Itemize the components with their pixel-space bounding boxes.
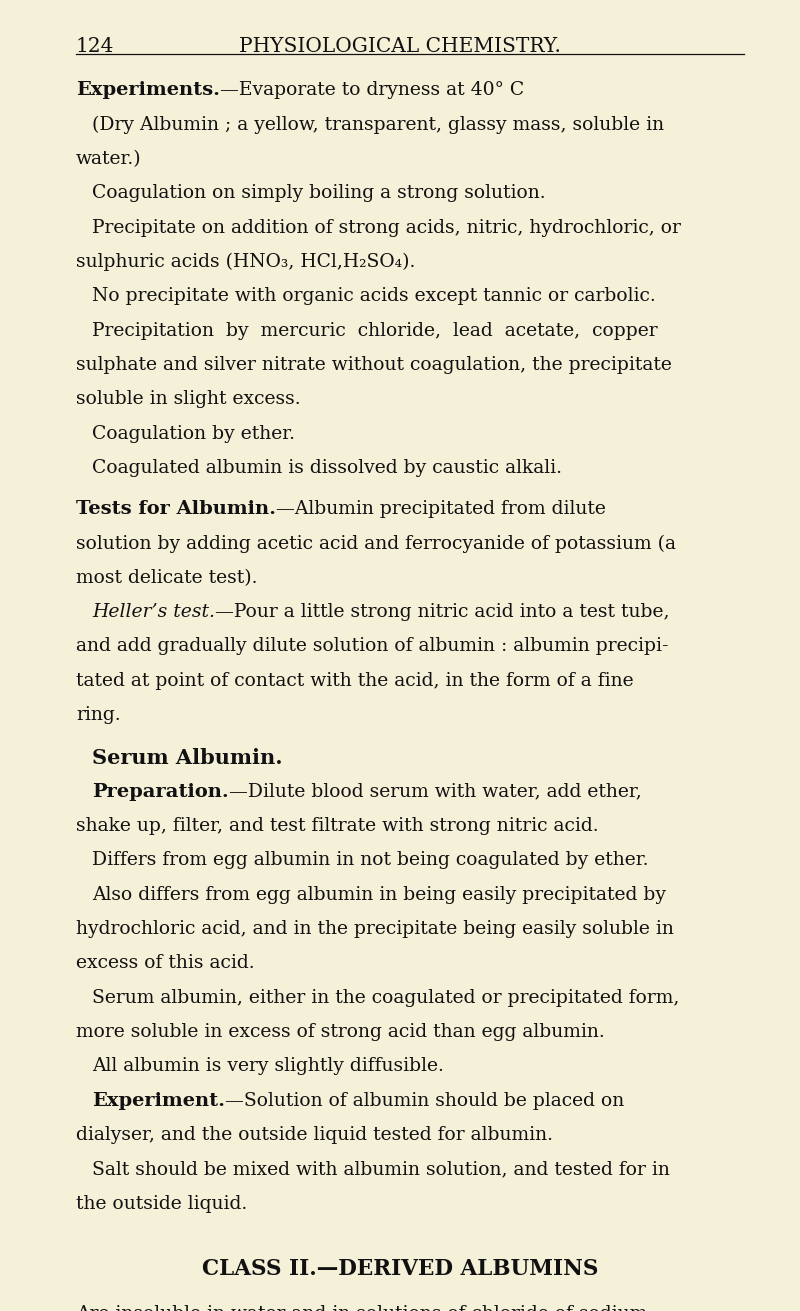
Text: Preparation.: Preparation. bbox=[92, 783, 229, 801]
Text: sulphuric acids (HNO₃, HCl,H₂SO₄).: sulphuric acids (HNO₃, HCl,H₂SO₄). bbox=[76, 253, 415, 271]
Text: CLASS II.—DERIVED ALBUMINS: CLASS II.—DERIVED ALBUMINS bbox=[202, 1259, 598, 1280]
Text: —Pour a little strong nitric acid into a test tube,: —Pour a little strong nitric acid into a… bbox=[215, 603, 670, 621]
Text: more soluble in excess of strong acid than egg albumin.: more soluble in excess of strong acid th… bbox=[76, 1023, 605, 1041]
Text: Experiment.: Experiment. bbox=[92, 1092, 225, 1110]
Text: shake up, filter, and test filtrate with strong nitric acid.: shake up, filter, and test filtrate with… bbox=[76, 817, 598, 835]
Text: Experiments.: Experiments. bbox=[76, 81, 220, 100]
Text: excess of this acid.: excess of this acid. bbox=[76, 954, 254, 973]
Text: most delicate test).: most delicate test). bbox=[76, 569, 258, 587]
Text: Differs from egg albumin in not being coagulated by ether.: Differs from egg albumin in not being co… bbox=[92, 851, 649, 869]
Text: No precipitate with organic acids except tannic or carbolic.: No precipitate with organic acids except… bbox=[92, 287, 656, 305]
Text: hydrochloric acid, and in the precipitate being easily soluble in: hydrochloric acid, and in the precipitat… bbox=[76, 920, 674, 939]
Text: (Dry Albumin ; a yellow, transparent, glassy mass, soluble in: (Dry Albumin ; a yellow, transparent, gl… bbox=[92, 115, 664, 134]
Text: Are insoluble in water and in solutions of chloride of sodium: Are insoluble in water and in solutions … bbox=[76, 1306, 647, 1311]
Text: Coagulated albumin is dissolved by caustic alkali.: Coagulated albumin is dissolved by caust… bbox=[92, 459, 562, 477]
Text: ring.: ring. bbox=[76, 707, 121, 724]
Text: PHYSIOLOGICAL CHEMISTRY.: PHYSIOLOGICAL CHEMISTRY. bbox=[239, 37, 561, 55]
Text: Heller’s test.: Heller’s test. bbox=[92, 603, 215, 621]
Text: —Evaporate to dryness at 40° C: —Evaporate to dryness at 40° C bbox=[220, 81, 524, 100]
Text: Also differs from egg albumin in being easily precipitated by: Also differs from egg albumin in being e… bbox=[92, 886, 666, 903]
Text: Serum Albumin.: Serum Albumin. bbox=[92, 749, 282, 768]
Text: Coagulation on simply boiling a strong solution.: Coagulation on simply boiling a strong s… bbox=[92, 185, 546, 202]
Text: —Solution of albumin should be placed on: —Solution of albumin should be placed on bbox=[225, 1092, 624, 1110]
Text: 124: 124 bbox=[76, 37, 114, 55]
Text: Salt should be mixed with albumin solution, and tested for in: Salt should be mixed with albumin soluti… bbox=[92, 1160, 670, 1179]
Text: the outside liquid.: the outside liquid. bbox=[76, 1194, 247, 1213]
Text: —Dilute blood serum with water, add ether,: —Dilute blood serum with water, add ethe… bbox=[229, 783, 642, 801]
Text: All albumin is very slightly diffusible.: All albumin is very slightly diffusible. bbox=[92, 1058, 444, 1075]
Text: and add gradually dilute solution of albumin : albumin precipi-: and add gradually dilute solution of alb… bbox=[76, 637, 669, 656]
Text: solution by adding acetic acid and ferrocyanide of potassium (a: solution by adding acetic acid and ferro… bbox=[76, 535, 676, 553]
Text: —Albumin precipitated from dilute: —Albumin precipitated from dilute bbox=[276, 499, 606, 518]
Text: soluble in slight excess.: soluble in slight excess. bbox=[76, 391, 301, 409]
Text: sulphate and silver nitrate without coagulation, the precipitate: sulphate and silver nitrate without coag… bbox=[76, 357, 672, 374]
Text: water.): water.) bbox=[76, 149, 142, 168]
Text: tated at point of contact with the acid, in the form of a fine: tated at point of contact with the acid,… bbox=[76, 671, 634, 690]
Text: Serum albumin, either in the coagulated or precipitated form,: Serum albumin, either in the coagulated … bbox=[92, 988, 679, 1007]
Text: Coagulation by ether.: Coagulation by ether. bbox=[92, 425, 295, 443]
Text: Precipitation  by  mercuric  chloride,  lead  acetate,  copper: Precipitation by mercuric chloride, lead… bbox=[92, 321, 658, 340]
Text: Tests for Albumin.: Tests for Albumin. bbox=[76, 499, 276, 518]
Text: Precipitate on addition of strong acids, nitric, hydrochloric, or: Precipitate on addition of strong acids,… bbox=[92, 219, 681, 237]
Text: dialyser, and the outside liquid tested for albumin.: dialyser, and the outside liquid tested … bbox=[76, 1126, 553, 1145]
